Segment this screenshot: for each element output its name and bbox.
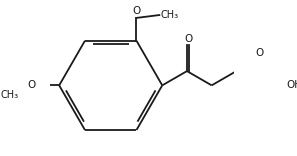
Text: CH₃: CH₃ (0, 90, 18, 100)
Text: O: O (256, 48, 264, 58)
Text: O: O (184, 34, 192, 44)
Text: OH: OH (286, 80, 297, 90)
Text: CH₃: CH₃ (160, 10, 178, 20)
Text: O: O (27, 80, 35, 90)
Text: O: O (132, 6, 140, 16)
